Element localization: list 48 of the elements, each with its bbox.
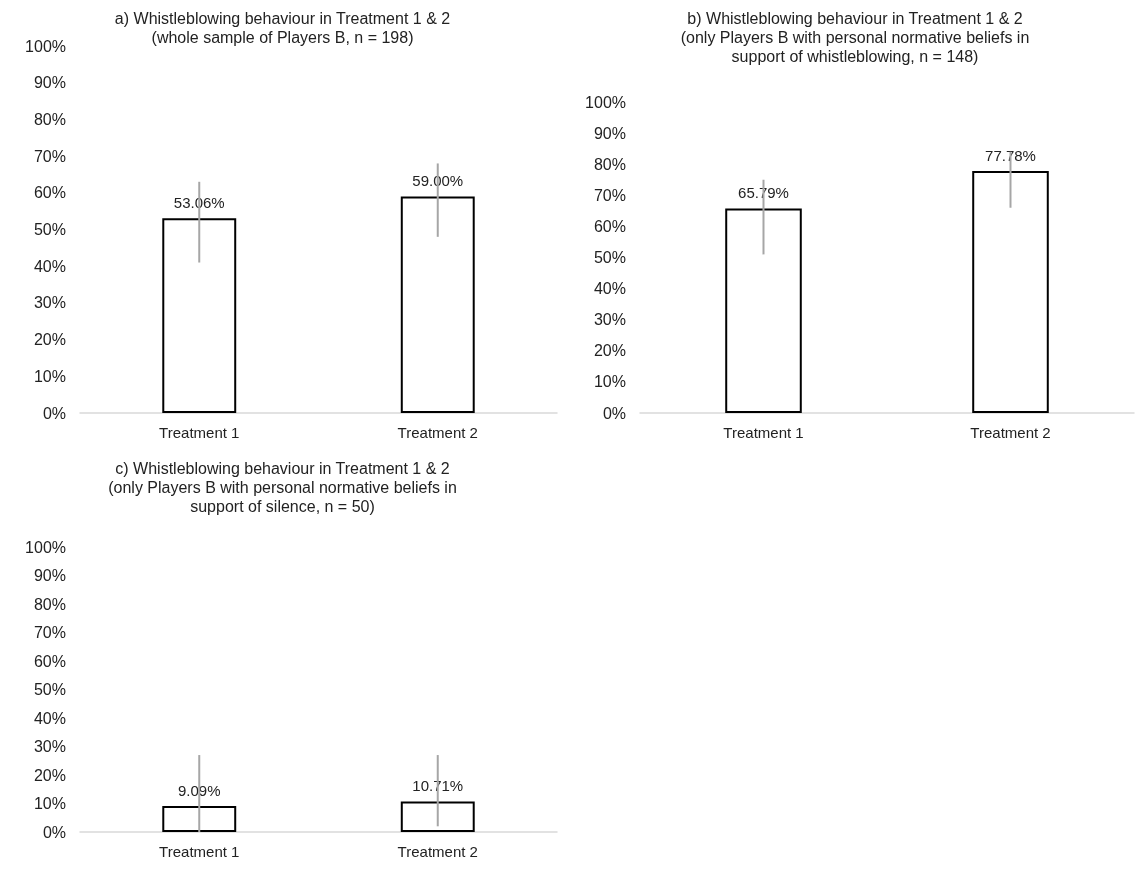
y-tick-label: 40% <box>593 280 626 298</box>
x-tick-label: Treatment 2 <box>397 424 478 441</box>
y-tick-label: 100% <box>25 37 66 55</box>
data-label: 65.79% <box>738 184 789 202</box>
y-tick-label: 0% <box>42 823 66 841</box>
x-tick-label: Treatment 1 <box>159 843 240 860</box>
y-tick-label: 70% <box>593 186 626 204</box>
y-tick-label: 100% <box>585 93 626 111</box>
y-tick-label: 70% <box>33 624 66 641</box>
y-tick-label: 90% <box>593 124 626 142</box>
y-tick-label: 80% <box>593 155 626 173</box>
y-tick-label: 40% <box>33 257 66 275</box>
y-tick-label: 10% <box>593 373 626 391</box>
y-tick-label: 80% <box>33 110 66 128</box>
data-label: 77.78% <box>985 147 1036 165</box>
chart-title: a) Whistleblowing behaviour in Treatment 1 & 2 (whole sample of Players B, n = 198) <box>114 10 451 46</box>
x-tick-label: Treatment 1 <box>159 424 240 441</box>
y-tick-label: 20% <box>593 342 626 360</box>
y-tick-label: 40% <box>33 709 66 727</box>
x-tick-label: Treatment 2 <box>970 424 1051 441</box>
data-label: 9.09% <box>177 782 221 800</box>
y-tick-label: 90% <box>33 74 66 92</box>
x-tick-label: Treatment 2 <box>397 843 478 860</box>
y-tick-label: 30% <box>33 294 66 312</box>
chart-title: c) Whistleblowing behaviour in Treatment 1 & 2 (only Players B with personal normative beliefs in support of silence, n = 50) <box>108 460 457 515</box>
y-tick-label: 60% <box>33 652 66 670</box>
x-tick-label: Treatment 1 <box>723 424 804 441</box>
y-tick-label: 10% <box>33 367 66 385</box>
y-tick-label: 10% <box>33 795 66 812</box>
y-tick-label: 90% <box>33 567 66 584</box>
y-tick-label: 20% <box>33 766 66 784</box>
chart-title: b) Whistleblowing behaviour in Treatment 1 & 2 (only Players B with personal normative beliefs in support of whistleblowing, n = 148) <box>680 10 1030 65</box>
y-tick-label: 50% <box>33 221 66 238</box>
y-tick-label: 0% <box>42 404 66 422</box>
y-tick-label: 30% <box>593 311 626 329</box>
y-tick-label: 60% <box>593 217 626 235</box>
y-tick-label: 60% <box>33 184 66 202</box>
y-tick-label: 100% <box>25 538 66 556</box>
y-tick-label: 30% <box>33 738 66 755</box>
y-tick-label: 50% <box>33 681 66 698</box>
data-label: 53.06% <box>173 194 225 212</box>
data-label: 59.00% <box>412 172 464 190</box>
y-tick-label: 50% <box>593 249 626 266</box>
y-tick-label: 20% <box>33 331 66 349</box>
y-tick-label: 0% <box>602 404 626 422</box>
data-label: 10.71% <box>412 777 464 795</box>
y-tick-label: 70% <box>33 147 66 165</box>
y-tick-label: 80% <box>33 595 66 613</box>
